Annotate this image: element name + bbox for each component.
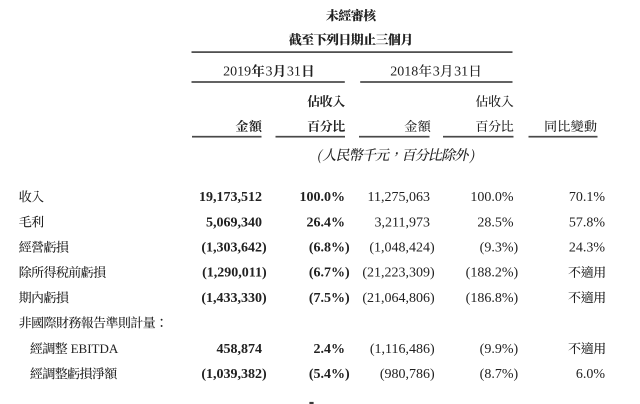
svg-text:100.0%: 100.0%: [300, 190, 346, 205]
svg-text:(1,303,642): (1,303,642): [201, 241, 267, 256]
svg-text:(188.2%): (188.2%): [466, 266, 519, 281]
svg-text:(186.8%): (186.8%): [466, 291, 519, 306]
svg-text:2.4%: 2.4%: [314, 342, 346, 357]
svg-text:(980,786): (980,786): [380, 367, 435, 382]
svg-text:24.3%: 24.3%: [569, 241, 606, 256]
svg-text:26.4%: 26.4%: [307, 215, 346, 230]
svg-text:(1,116,486): (1,116,486): [370, 342, 435, 357]
svg-text:2019: 2019: [223, 65, 251, 80]
svg-text:31: 31: [287, 65, 301, 80]
svg-text:(21,223,309): (21,223,309): [362, 266, 435, 281]
svg-text:(7.5%): (7.5%): [309, 291, 350, 306]
svg-text:11,275,063: 11,275,063: [368, 190, 430, 205]
svg-text:(1,039,382): (1,039,382): [201, 367, 267, 382]
svg-text:19,173,512: 19,173,512: [199, 190, 262, 205]
svg-text:EBITDA: EBITDA: [71, 341, 119, 356]
svg-text:(9.3%): (9.3%): [480, 241, 519, 256]
svg-text:(6.7%): (6.7%): [309, 266, 350, 281]
svg-text:28.5%: 28.5%: [477, 215, 514, 230]
svg-text:2018: 2018: [390, 65, 418, 80]
svg-text:3,211,973: 3,211,973: [375, 215, 430, 230]
svg-text:57.8%: 57.8%: [569, 215, 606, 230]
svg-text:(6.8%): (6.8%): [309, 241, 350, 256]
svg-text:70.1%: 70.1%: [569, 190, 606, 205]
svg-text:6.0%: 6.0%: [576, 367, 606, 382]
svg-text:(5.4%): (5.4%): [309, 367, 350, 382]
svg-text:(9.9%): (9.9%): [480, 342, 519, 357]
svg-text:(1,290,011): (1,290,011): [202, 266, 267, 281]
svg-text:5,069,340: 5,069,340: [206, 215, 262, 230]
svg-text:(1,433,330): (1,433,330): [201, 291, 267, 306]
svg-text:3: 3: [266, 65, 273, 80]
svg-text:100.0%: 100.0%: [470, 190, 514, 205]
svg-text:(21,064,806): (21,064,806): [362, 291, 435, 306]
svg-text:458,874: 458,874: [217, 342, 263, 357]
svg-text:(1,048,424): (1,048,424): [369, 241, 435, 256]
svg-text:(8.7%): (8.7%): [480, 367, 519, 382]
svg-text:3: 3: [433, 65, 440, 80]
svg-text:31: 31: [454, 65, 468, 80]
